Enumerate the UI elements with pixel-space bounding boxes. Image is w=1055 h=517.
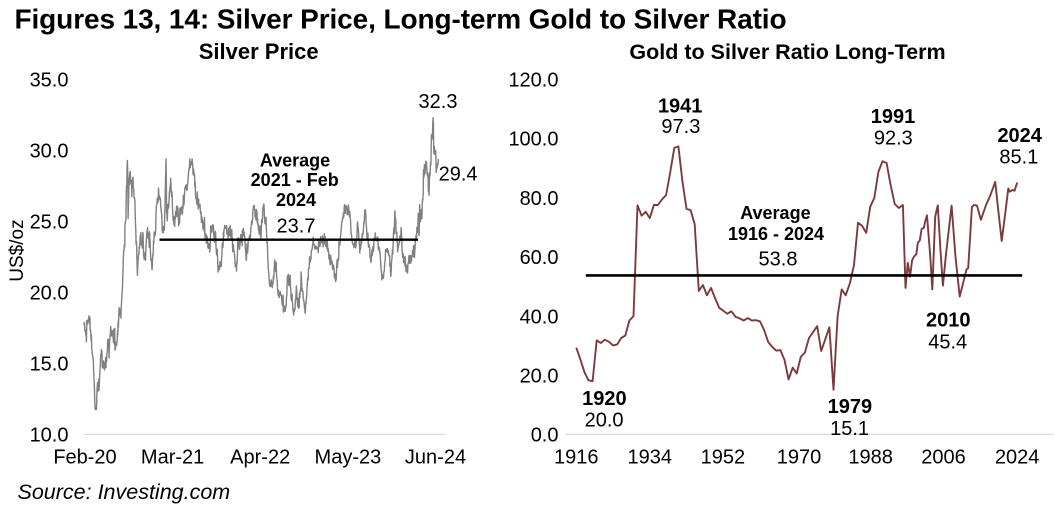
svg-text:Silver Price: Silver Price — [199, 39, 319, 64]
svg-text:Apr-22: Apr-22 — [230, 447, 290, 469]
svg-text:29.4: 29.4 — [439, 163, 478, 185]
svg-text:23.7: 23.7 — [277, 216, 316, 238]
svg-text:Figures 13, 14: Silver Price,: Figures 13, 14: Silver Price, Long-term … — [15, 4, 787, 35]
svg-text:80.0: 80.0 — [520, 188, 559, 210]
svg-text:15.0: 15.0 — [30, 354, 69, 376]
svg-text:Jun-24: Jun-24 — [405, 447, 466, 469]
svg-text:2024: 2024 — [997, 125, 1042, 147]
svg-text:10.0: 10.0 — [30, 425, 69, 447]
svg-text:1920: 1920 — [582, 388, 627, 410]
svg-text:85.1: 85.1 — [999, 147, 1038, 169]
svg-text:45.4: 45.4 — [928, 332, 967, 354]
svg-text:20.0: 20.0 — [520, 366, 559, 388]
svg-text:1941: 1941 — [658, 95, 703, 117]
svg-text:32.3: 32.3 — [419, 91, 458, 113]
svg-text:97.3: 97.3 — [661, 116, 700, 138]
svg-text:60.0: 60.0 — [520, 247, 559, 269]
svg-text:20.0: 20.0 — [30, 283, 69, 305]
svg-text:Average: Average — [740, 203, 810, 223]
svg-text:100.0: 100.0 — [508, 129, 558, 151]
svg-text:2024: 2024 — [276, 190, 316, 210]
svg-text:53.8: 53.8 — [759, 248, 798, 270]
svg-text:1952: 1952 — [701, 447, 746, 469]
svg-text:Mar-21: Mar-21 — [141, 447, 204, 469]
svg-text:40.0: 40.0 — [520, 306, 559, 328]
svg-text:Feb-20: Feb-20 — [53, 447, 116, 469]
svg-text:2006: 2006 — [921, 447, 966, 469]
svg-text:May-23: May-23 — [315, 447, 382, 469]
svg-text:0.0: 0.0 — [531, 425, 559, 447]
svg-text:120.0: 120.0 — [508, 69, 558, 91]
svg-text:Average: Average — [260, 151, 330, 171]
svg-text:1916: 1916 — [554, 447, 599, 469]
svg-text:2010: 2010 — [926, 309, 971, 331]
svg-text:30.0: 30.0 — [30, 141, 69, 163]
svg-text:2024: 2024 — [995, 447, 1040, 469]
svg-text:1991: 1991 — [871, 106, 916, 128]
svg-text:25.0: 25.0 — [30, 212, 69, 234]
svg-text:Gold to Silver Ratio Long-Term: Gold to Silver Ratio Long-Term — [629, 40, 945, 64]
svg-text:Source: Investing.com: Source: Investing.com — [18, 480, 231, 504]
svg-text:1988: 1988 — [848, 447, 893, 469]
svg-text:1970: 1970 — [777, 447, 822, 469]
svg-text:1934: 1934 — [628, 447, 673, 469]
svg-text:1979: 1979 — [828, 396, 873, 418]
svg-text:15.1: 15.1 — [830, 418, 869, 440]
svg-text:92.3: 92.3 — [874, 127, 913, 149]
svg-text:20.0: 20.0 — [585, 410, 624, 432]
svg-text:35.0: 35.0 — [30, 70, 69, 92]
svg-text:1916 - 2024: 1916 - 2024 — [728, 224, 824, 244]
svg-text:2021 - Feb: 2021 - Feb — [251, 170, 339, 190]
svg-text:US$/oz: US$/oz — [7, 219, 28, 281]
